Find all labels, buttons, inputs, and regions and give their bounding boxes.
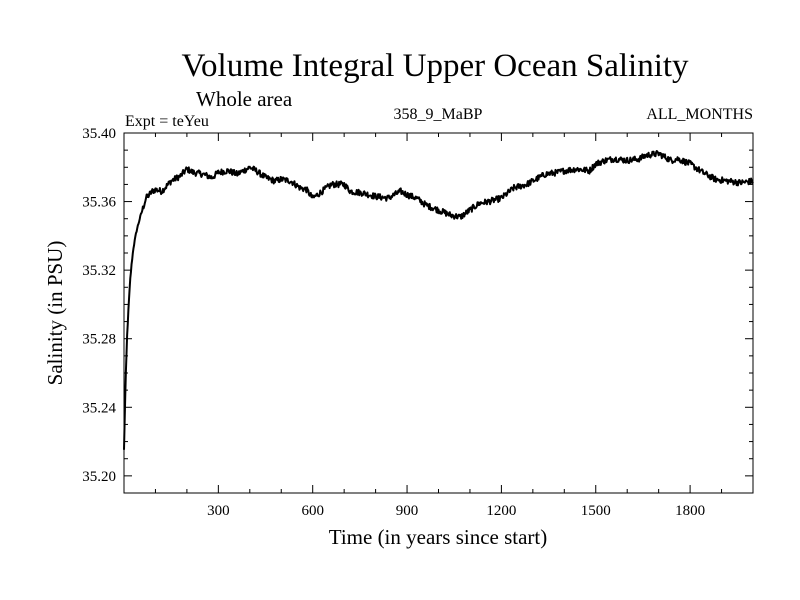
x-tick-label: 1200: [486, 503, 516, 519]
x-tick-label: 300: [207, 503, 230, 519]
x-tick-label: 600: [301, 503, 324, 519]
salinity-series-line: [123, 150, 754, 450]
x-tick-label: 900: [396, 503, 419, 519]
run-label: 358_9_MaBP: [394, 106, 483, 123]
y-tick-label: 35.32: [82, 263, 116, 279]
plot-frame: [123, 132, 754, 494]
y-tick-label: 35.36: [82, 195, 116, 211]
y-axis-label: Salinity (in PSU): [43, 241, 67, 386]
x-tick-label: 1500: [581, 503, 611, 519]
chart-subtitle: Whole area: [196, 87, 293, 111]
x-axis-label: Time (in years since start): [329, 525, 548, 549]
y-tick-label: 35.28: [82, 332, 116, 348]
y-tick-label: 35.24: [82, 400, 116, 416]
minor-ticks: [124, 133, 753, 493]
x-tick-label: 1800: [675, 503, 705, 519]
y-tick-label: 35.20: [82, 469, 116, 485]
expt-label: Expt = teYeu: [125, 113, 209, 130]
y-axis-ticks: 35.20 35.24 35.28 35.32 35.36 35.40: [82, 126, 753, 485]
y-tick-label: 35.40: [82, 126, 116, 142]
chart-title: Volume Integral Upper Ocean Salinity: [181, 48, 689, 84]
x-axis-ticks: 300 600 900 1200 1500 1800: [207, 133, 705, 519]
period-label: ALL_MONTHS: [646, 106, 753, 123]
